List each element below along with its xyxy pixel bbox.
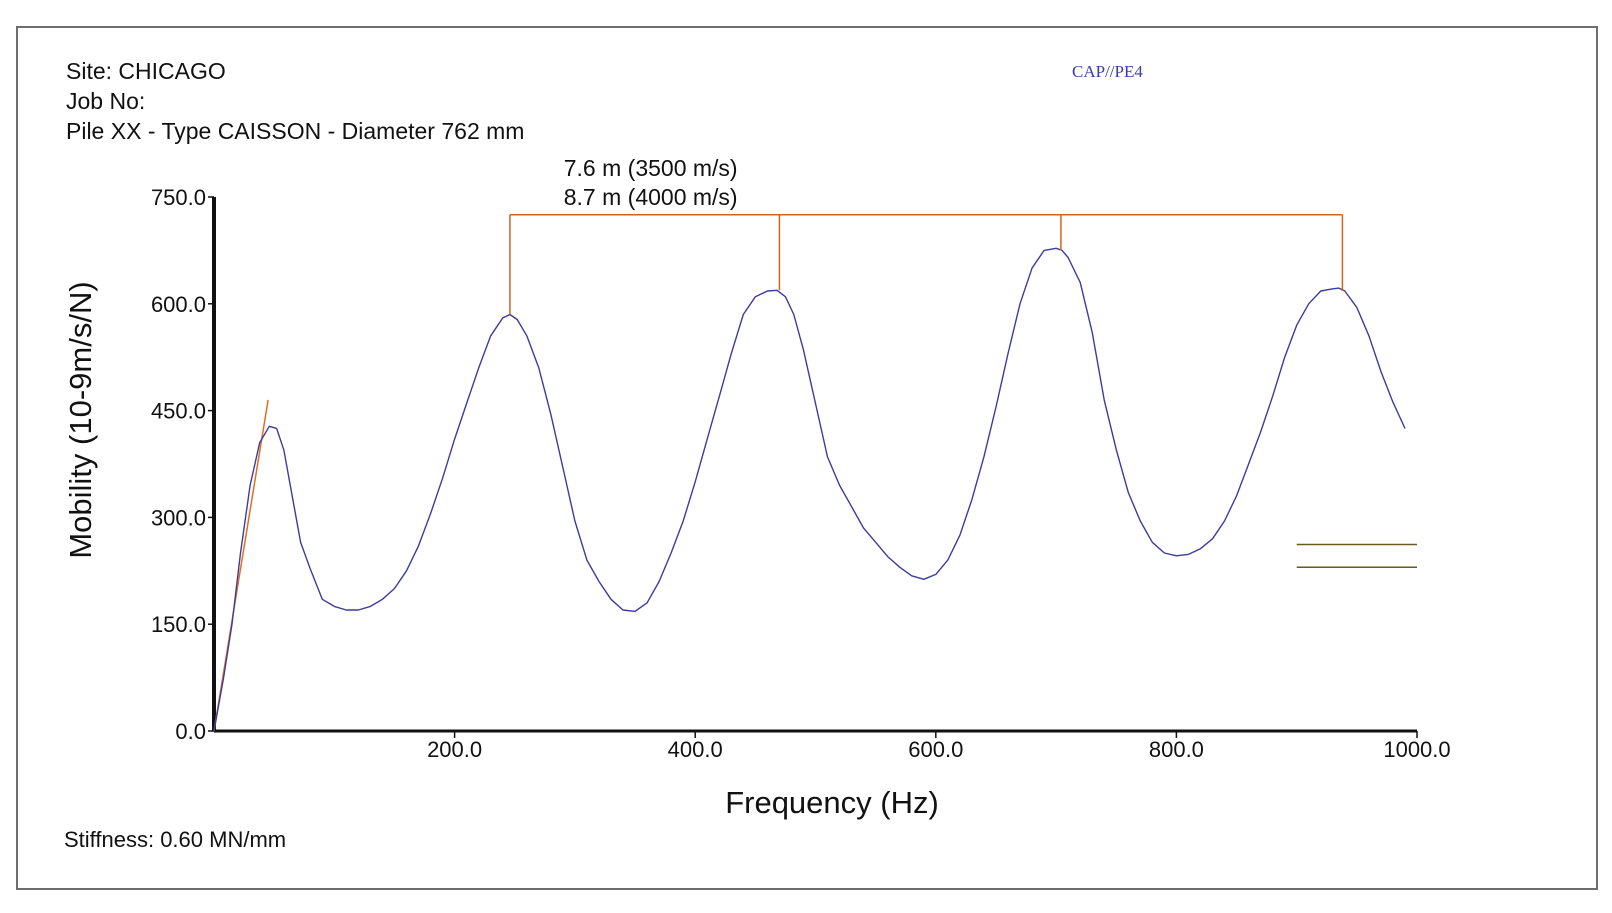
job-number-label: Job No:	[66, 88, 146, 114]
annotation-length-4000: 8.7 m (4000 m/s)	[564, 184, 738, 210]
axes	[212, 197, 1417, 733]
y-axis-title: Mobility (10-9m/s/N)	[63, 281, 98, 558]
x-tick-label: 1000.0	[1383, 737, 1450, 762]
x-axis-title: Frequency (Hz)	[725, 785, 939, 820]
chart-marks	[213, 214, 1417, 732]
y-tick-label: 750.0	[151, 185, 206, 210]
x-tick-label: 200.0	[427, 737, 482, 762]
ticks: 0.0 150.0 300.0 450.0 600.0 750.0 200.0 400.0 60…	[151, 185, 1451, 762]
mobility-curve	[213, 247, 1406, 732]
pile-description: Pile XX - Type CAISSON - Diameter 762 mm	[66, 118, 525, 144]
stiffness-line	[213, 399, 269, 732]
site-label: Site: CHICAGO	[66, 58, 226, 84]
y-tick-label: 450.0	[151, 399, 206, 424]
x-tick-label: 600.0	[908, 737, 963, 762]
annotation-length-3500: 7.6 m (3500 m/s)	[564, 155, 738, 181]
x-tick-label: 400.0	[668, 737, 723, 762]
y-tick-label: 300.0	[151, 505, 206, 530]
x-tick-label: 800.0	[1149, 737, 1204, 762]
stiffness-label: Stiffness: 0.60 MN/mm	[64, 827, 287, 852]
y-tick-label: 150.0	[151, 612, 206, 637]
y-tick-label: 600.0	[151, 292, 206, 317]
chart-frame	[16, 26, 1598, 890]
y-tick-label: 0.0	[175, 719, 206, 744]
test-id-tag: CAP//PE4	[1072, 62, 1143, 81]
